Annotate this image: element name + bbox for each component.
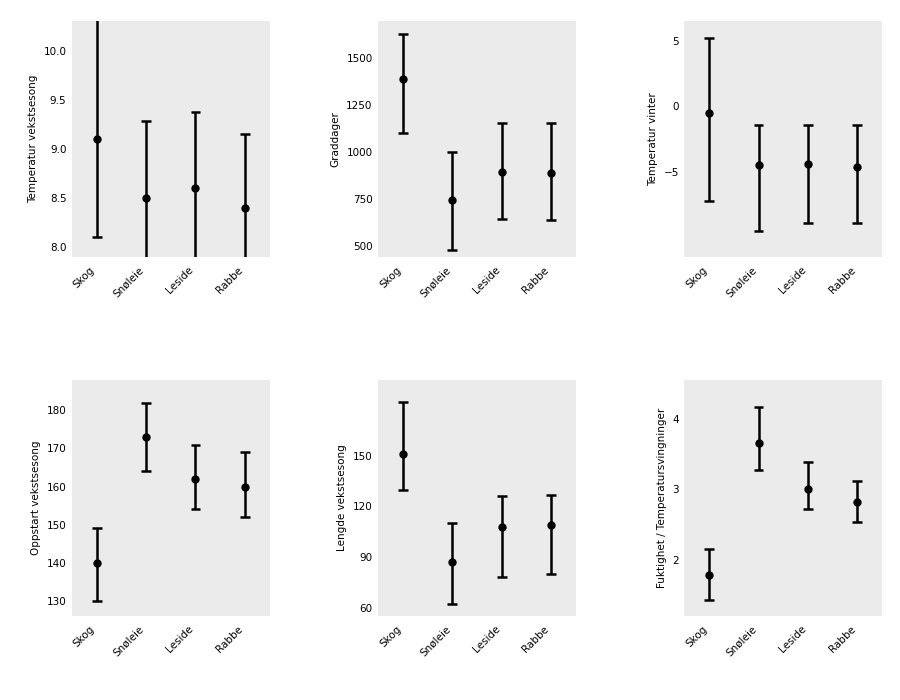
Y-axis label: Fuktighet / Temperatursvingninger: Fuktighet / Temperatursvingninger — [657, 408, 667, 588]
Y-axis label: Lengde vekstsesong: Lengde vekstsesong — [338, 444, 347, 552]
Y-axis label: Temperatur vekstsesong: Temperatur vekstsesong — [28, 75, 38, 203]
Y-axis label: Graddager: Graddager — [330, 111, 341, 167]
Y-axis label: Temperatur vinter: Temperatur vinter — [648, 92, 658, 186]
Y-axis label: Oppstart vekstsesong: Oppstart vekstsesong — [32, 441, 41, 555]
